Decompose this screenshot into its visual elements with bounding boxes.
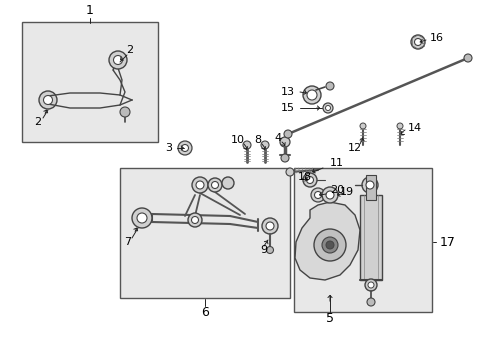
Bar bbox=[120, 168, 289, 298]
Circle shape bbox=[313, 229, 346, 261]
Circle shape bbox=[366, 298, 374, 306]
Text: 12: 12 bbox=[347, 143, 361, 153]
Circle shape bbox=[181, 144, 188, 152]
Bar bbox=[359, 195, 381, 280]
Circle shape bbox=[314, 192, 321, 198]
Bar bbox=[365, 175, 375, 200]
Circle shape bbox=[321, 187, 337, 203]
Bar bbox=[22, 22, 158, 142]
Circle shape bbox=[265, 222, 273, 230]
Text: 15: 15 bbox=[281, 103, 294, 113]
Circle shape bbox=[321, 237, 337, 253]
Circle shape bbox=[266, 247, 273, 253]
Text: 13: 13 bbox=[281, 87, 294, 97]
Text: 6: 6 bbox=[201, 306, 208, 319]
Circle shape bbox=[243, 141, 250, 149]
Circle shape bbox=[109, 51, 127, 69]
Circle shape bbox=[39, 91, 57, 109]
Circle shape bbox=[43, 95, 52, 104]
Circle shape bbox=[325, 241, 333, 249]
Circle shape bbox=[359, 123, 365, 129]
Circle shape bbox=[361, 177, 377, 193]
Polygon shape bbox=[294, 202, 359, 280]
Text: 9: 9 bbox=[260, 245, 266, 255]
Circle shape bbox=[261, 141, 268, 149]
Circle shape bbox=[191, 216, 198, 224]
Text: 17: 17 bbox=[439, 235, 455, 248]
Circle shape bbox=[262, 218, 278, 234]
Bar bbox=[293, 168, 431, 312]
Circle shape bbox=[285, 168, 293, 176]
Circle shape bbox=[120, 107, 130, 117]
Text: 1: 1 bbox=[86, 4, 94, 17]
Text: 3: 3 bbox=[164, 143, 172, 153]
Circle shape bbox=[396, 123, 402, 129]
Circle shape bbox=[303, 173, 316, 187]
Text: 2: 2 bbox=[126, 45, 133, 55]
Circle shape bbox=[325, 105, 330, 111]
Text: 10: 10 bbox=[230, 135, 244, 145]
Text: 5: 5 bbox=[325, 311, 333, 324]
Text: 7: 7 bbox=[124, 237, 131, 247]
Text: 14: 14 bbox=[407, 123, 421, 133]
Circle shape bbox=[414, 39, 421, 45]
Circle shape bbox=[187, 213, 202, 227]
Circle shape bbox=[364, 279, 376, 291]
Circle shape bbox=[196, 181, 203, 189]
Circle shape bbox=[132, 208, 152, 228]
Circle shape bbox=[365, 181, 373, 189]
Text: 16: 16 bbox=[429, 33, 443, 43]
Circle shape bbox=[137, 213, 147, 223]
Circle shape bbox=[323, 103, 332, 113]
Circle shape bbox=[281, 154, 288, 162]
Circle shape bbox=[211, 181, 218, 189]
Text: 20: 20 bbox=[329, 185, 344, 195]
Text: 4: 4 bbox=[274, 133, 281, 143]
Circle shape bbox=[178, 141, 192, 155]
Circle shape bbox=[207, 178, 222, 192]
Text: 8: 8 bbox=[254, 135, 261, 145]
Text: 11: 11 bbox=[329, 158, 343, 168]
Circle shape bbox=[463, 54, 471, 62]
Circle shape bbox=[325, 191, 333, 199]
Circle shape bbox=[284, 130, 291, 138]
Circle shape bbox=[303, 86, 320, 104]
Text: 18: 18 bbox=[297, 172, 311, 182]
Text: 19: 19 bbox=[339, 187, 353, 197]
Circle shape bbox=[325, 82, 333, 90]
Circle shape bbox=[192, 177, 207, 193]
Circle shape bbox=[306, 176, 313, 184]
Circle shape bbox=[367, 282, 373, 288]
Text: 2: 2 bbox=[34, 117, 41, 127]
Circle shape bbox=[310, 188, 325, 202]
Circle shape bbox=[113, 55, 122, 64]
Circle shape bbox=[222, 177, 234, 189]
Circle shape bbox=[280, 137, 289, 147]
Circle shape bbox=[306, 90, 316, 100]
Circle shape bbox=[410, 35, 424, 49]
